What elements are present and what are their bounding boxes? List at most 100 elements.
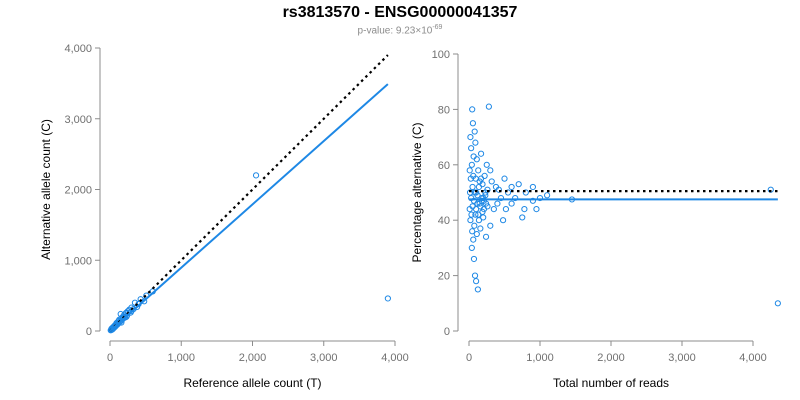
data-point <box>521 206 528 213</box>
y-tick-label: 40 <box>438 215 450 227</box>
data-point <box>476 200 483 207</box>
data-point <box>470 153 477 160</box>
data-point <box>499 217 507 224</box>
data-point <box>469 228 476 235</box>
data-point <box>502 206 510 213</box>
x-tick-label: 1,000 <box>526 352 554 364</box>
data-point <box>508 183 515 191</box>
data-point <box>487 222 494 229</box>
data-point <box>501 175 508 182</box>
data-point <box>529 197 537 204</box>
y-tick-label: 60 <box>438 160 450 172</box>
data-point <box>470 236 477 243</box>
data-point <box>467 134 474 141</box>
data-point <box>474 200 481 207</box>
y-tick-label: 100 <box>432 49 450 61</box>
data-point <box>519 214 526 221</box>
y-tick-label: 80 <box>438 104 450 116</box>
scatter-panel-1: 0 1,000 2,000 3,000 4,000 0 1,000 2,000 3,000 4,0… <box>39 43 409 390</box>
chart-subtitle: p-value: 9.23×10-69 <box>0 24 800 36</box>
x-tick-label: 3,000 <box>310 352 338 364</box>
data-point <box>483 161 490 168</box>
y-tick-label: 2,000 <box>64 185 92 197</box>
data-point <box>252 172 260 179</box>
data-point <box>482 233 490 240</box>
p-value-exponent: -69 <box>432 24 443 31</box>
data-point <box>504 189 512 196</box>
data-point <box>533 206 540 213</box>
y-tick-label: 1,000 <box>64 255 92 267</box>
data-point <box>472 211 479 218</box>
data-point <box>497 194 505 202</box>
y-tick-label: 20 <box>438 271 450 283</box>
data-point <box>529 183 537 191</box>
data-point <box>475 217 483 224</box>
data-point <box>488 178 495 185</box>
data-point <box>482 200 490 207</box>
y-tick-label: 0 <box>444 326 450 338</box>
data-point <box>494 200 501 207</box>
data-point <box>473 189 480 196</box>
x-tick-label: 4,000 <box>739 352 767 364</box>
data-point <box>475 167 482 174</box>
data-point <box>536 194 544 202</box>
data-point <box>384 295 391 302</box>
x-tick-label: 0 <box>107 352 113 364</box>
data-point <box>490 206 497 213</box>
data-point <box>484 186 491 193</box>
data-point <box>512 194 519 202</box>
y-tick-label: 3,000 <box>64 114 92 126</box>
data-point <box>469 183 476 191</box>
data-point <box>468 161 475 168</box>
data-point <box>508 200 515 207</box>
p-value-text: p-value: 9.23×10 <box>357 25 433 37</box>
x-axis-label: Reference allele count (T) <box>183 376 321 390</box>
data-point <box>481 172 488 179</box>
data-point <box>467 175 474 182</box>
data-point <box>492 183 500 191</box>
data-point <box>468 211 475 218</box>
x-tick-label: 3,000 <box>668 352 696 364</box>
data-point <box>466 206 473 213</box>
data-point <box>468 244 475 251</box>
data-point <box>469 120 477 127</box>
data-point <box>468 145 475 152</box>
x-tick-label: 2,000 <box>597 352 625 364</box>
data-point <box>472 139 479 146</box>
data-point <box>471 222 478 229</box>
y-axis-label: Percentage alternative (C) <box>410 122 424 262</box>
data-point <box>107 327 114 334</box>
data-point <box>474 286 481 293</box>
data-point <box>466 167 473 174</box>
data-point <box>544 192 551 199</box>
y-axis-label: Alternative allele count (C) <box>39 119 53 260</box>
x-tick-label: 4,000 <box>381 352 409 364</box>
data-point <box>468 194 475 202</box>
data-point <box>473 278 480 285</box>
scatter-panel-2: 0 1,000 2,000 3,000 4,000 0 20 40 60 80 100 Total n… <box>410 49 781 390</box>
x-tick-label: 0 <box>466 352 472 364</box>
data-point <box>477 225 484 232</box>
data-point <box>767 186 774 193</box>
data-point <box>477 150 485 157</box>
data-point <box>774 300 781 307</box>
data-point <box>466 189 474 196</box>
data-point <box>487 167 494 174</box>
data-point <box>471 272 479 279</box>
reference-line-dotted <box>109 54 389 332</box>
x-tick-label: 1,000 <box>167 352 195 364</box>
data-point <box>470 255 478 263</box>
x-tick-label: 2,000 <box>239 352 267 364</box>
data-point <box>515 181 522 188</box>
data-point <box>475 183 483 191</box>
data-point <box>482 192 489 199</box>
data-point <box>117 310 124 318</box>
chart-title: rs3813570 - ENSG00000041357 <box>282 4 518 21</box>
data-point <box>522 189 529 196</box>
data-point <box>485 103 492 110</box>
data-point <box>479 208 486 215</box>
data-point <box>467 217 474 224</box>
fit-line <box>109 83 389 332</box>
